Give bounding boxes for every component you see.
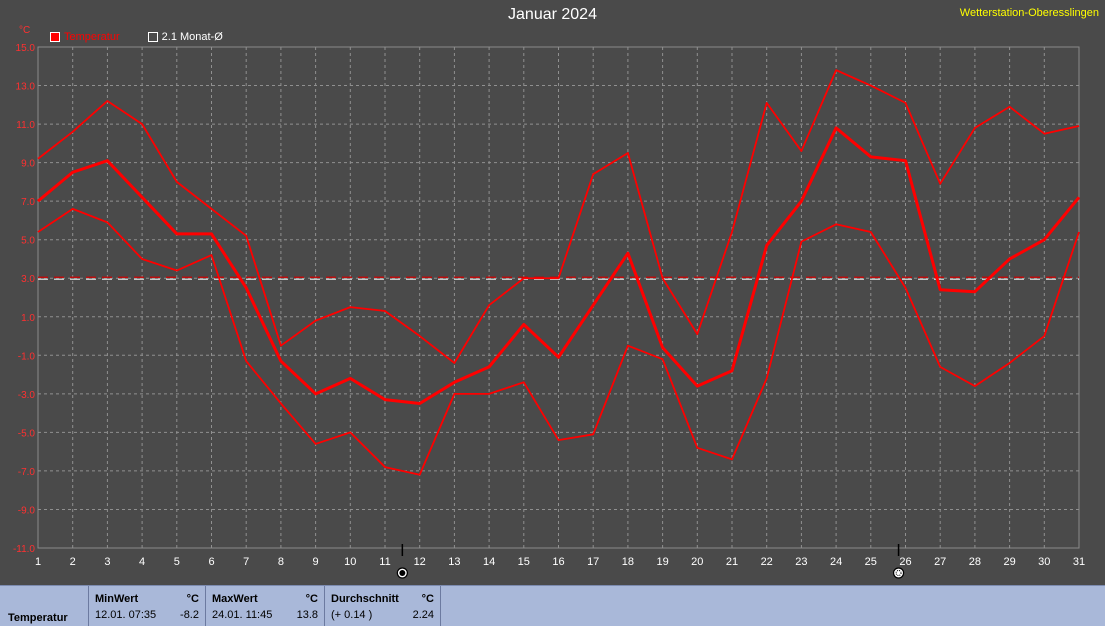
y-tick-label: -11.0: [13, 544, 35, 555]
x-tick-label: 10: [344, 556, 356, 568]
legend-swatch-icon: [147, 32, 158, 42]
chart-legend: Temperatur 2.1 Monat-Ø: [50, 31, 223, 43]
station-name: Wetterstation-Oberesslingen: [959, 7, 1099, 19]
summary-unit: °C: [421, 593, 434, 605]
summary-panel: Temperatur MinWert °C 12.01. 07:35 -8.2 …: [0, 585, 1105, 626]
y-tick-label: 3.0: [21, 274, 35, 285]
summary-average-cell: Durchschnitt °C (+ 0.14 ) 2.24: [325, 586, 441, 626]
summary-value: 13.8: [296, 609, 318, 621]
x-tick-label: 26: [899, 556, 911, 568]
x-tick-label: 24: [830, 556, 842, 568]
x-tick-label: 20: [691, 556, 703, 568]
x-tick-label: 17: [587, 556, 599, 568]
x-tick-label: 16: [552, 556, 564, 568]
full-moon-icon: [892, 567, 905, 579]
summary-unit: °C: [305, 593, 318, 605]
new-moon-icon-inner: [399, 570, 406, 576]
x-tick-label: 1: [35, 556, 41, 568]
summary-unit: °C: [186, 593, 199, 605]
x-tick-label: 12: [414, 556, 426, 568]
summary-min-cell: MinWert °C 12.01. 07:35 -8.2: [89, 586, 206, 626]
y-tick-label: 5.0: [21, 236, 35, 247]
summary-time: 24.01. 11:45: [212, 609, 273, 621]
summary-head: MinWert: [95, 593, 139, 605]
x-tick-label: 7: [243, 556, 249, 568]
y-tick-label: -7.0: [18, 467, 36, 478]
x-tick-label: 28: [969, 556, 981, 568]
summary-time: 12.01. 07:35: [95, 609, 157, 621]
x-tick-label: 25: [865, 556, 877, 568]
x-tick-label: 29: [1003, 556, 1015, 568]
full-moon-icon-inner: [895, 570, 902, 576]
x-tick-label: 31: [1073, 556, 1085, 568]
x-tick-label: 14: [483, 556, 495, 568]
summary-delta: (+ 0.14 ): [331, 609, 373, 621]
chart-title: Januar 2024: [508, 6, 597, 23]
chart-area: 15.0 13.0 11.0 9.0 7.0 5.0 3.0 1.0 -1.0 -3.0 -5.0 -…: [13, 43, 1085, 579]
legend-label: 2.1 Monat-Ø: [161, 31, 223, 43]
y-unit-label: °C: [19, 25, 31, 36]
y-tick-label: 7.0: [21, 197, 35, 208]
legend-label: Temperatur: [64, 31, 120, 43]
x-tick-label: 3: [104, 556, 110, 568]
x-tick-label: 13: [448, 556, 460, 568]
series-line-mean: [37, 126, 1081, 405]
x-tick-label: 19: [656, 556, 668, 568]
x-tick-label: 30: [1038, 556, 1050, 568]
x-tick-label: 15: [518, 556, 530, 568]
legend-swatch-icon: [50, 32, 60, 42]
series-line-min: [37, 207, 1080, 476]
x-tick-label: 21: [726, 556, 738, 568]
y-tick-label: 15.0: [16, 43, 36, 54]
x-tick-label: 2: [70, 556, 76, 568]
x-tick-label: 5: [174, 556, 180, 568]
y-tick-label: 11.0: [16, 120, 35, 131]
x-tick-label: 9: [313, 556, 319, 568]
plot-area: [37, 46, 1080, 549]
series-line-max: [37, 69, 1080, 364]
temperature-chart: 15.0 13.0 11.0 9.0 7.0 5.0 3.0 1.0 -1.0 -3.0 -5.0 -…: [13, 43, 1085, 579]
x-tick-label: 23: [795, 556, 807, 568]
summary-value: 2.24: [412, 609, 434, 621]
summary-row-title: Temperatur: [8, 612, 68, 624]
summary-head: Durchschnitt: [331, 593, 399, 605]
summary-max-cell: MaxWert °C 24.01. 11:45 13.8: [206, 586, 325, 626]
x-tick-label: 4: [139, 556, 145, 568]
x-tick-label: 11: [379, 556, 390, 568]
y-tick-label: -9.0: [18, 505, 36, 516]
y-tick-label: 13.0: [16, 82, 36, 93]
x-tick-label: 18: [622, 556, 634, 568]
y-tick-label: -5.0: [18, 428, 36, 439]
summary-row-label: Temperatur: [0, 586, 89, 626]
y-tick-label: 9.0: [21, 159, 35, 170]
x-tick-label: 8: [278, 556, 284, 568]
x-tick-label: 27: [934, 556, 946, 568]
y-tick-label: -1.0: [18, 351, 36, 362]
summary-value: -8.2: [180, 609, 199, 621]
legend-item-monthly-average[interactable]: 2.1 Monat-Ø: [147, 31, 223, 43]
x-tick-label: 22: [761, 556, 773, 568]
y-tick-label: 1.0: [21, 313, 35, 324]
summary-head: MaxWert: [212, 593, 258, 605]
x-tick-label: 6: [208, 556, 214, 568]
y-tick-label: -3.0: [18, 390, 36, 401]
legend-item-temperature[interactable]: Temperatur: [50, 31, 120, 43]
